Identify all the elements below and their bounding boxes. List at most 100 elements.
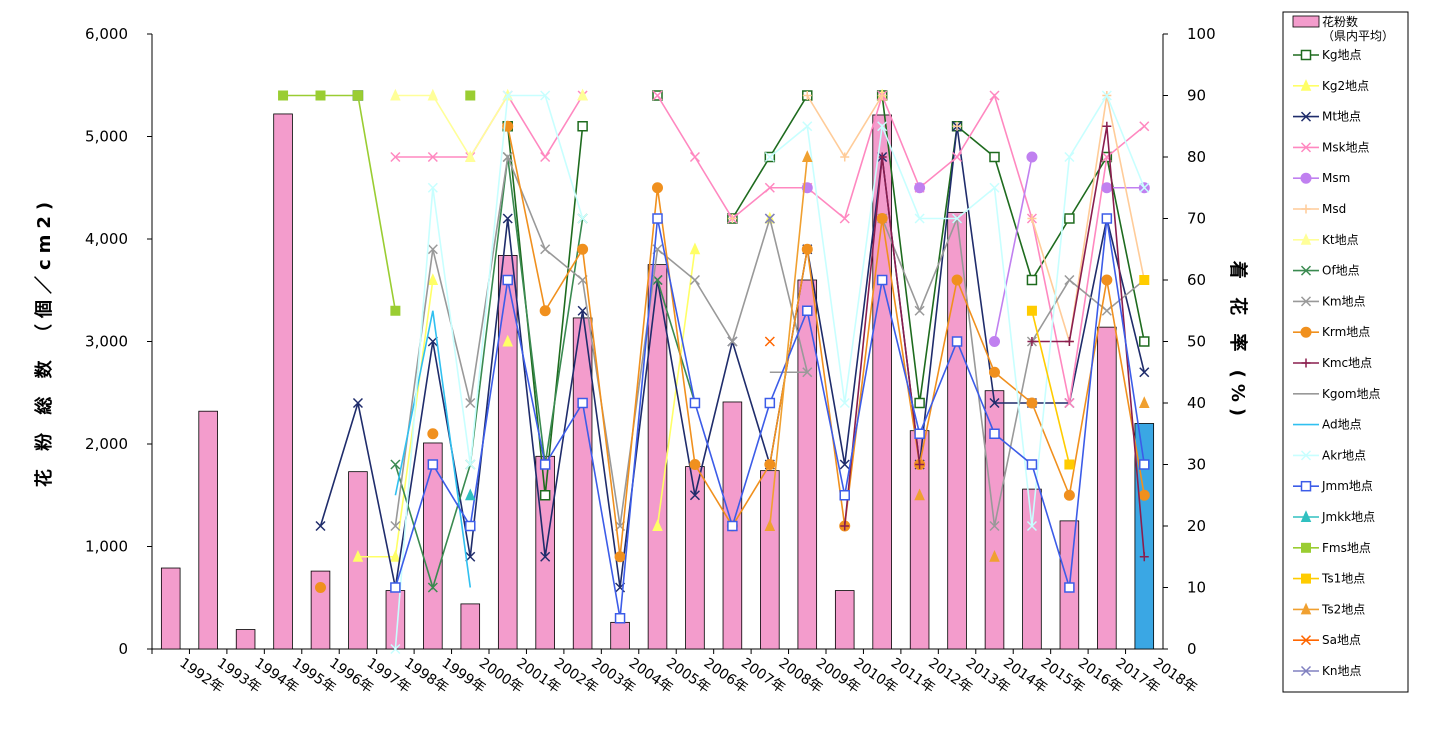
- series-point: [390, 582, 401, 593]
- legend-label: Kg地点: [1322, 48, 1362, 62]
- series-line: [769, 156, 809, 527]
- series-point: [352, 550, 364, 562]
- series-point: [840, 521, 850, 531]
- series-point: [764, 397, 776, 409]
- series-point: [427, 582, 438, 593]
- series-point: [614, 551, 626, 563]
- series-point: [427, 428, 439, 440]
- series-point: [540, 151, 551, 163]
- series-point: [465, 459, 476, 470]
- legend-marker: [1300, 510, 1312, 522]
- right-tick-label: 70: [1187, 210, 1206, 228]
- legend-label: Jmkk地点: [1321, 510, 1375, 524]
- series-point: [877, 121, 888, 132]
- series-point: [1027, 214, 1037, 223]
- series-point: [390, 643, 401, 655]
- series-point: [1139, 367, 1150, 378]
- left-tick-label: 4,000: [85, 230, 128, 248]
- legend-label: Kg2地点: [1322, 79, 1369, 93]
- series-point: [989, 366, 1000, 378]
- series-line: [993, 156, 1033, 342]
- legend-marker: [1301, 542, 1311, 553]
- series-point: [989, 151, 1000, 163]
- right-tick-label: 30: [1187, 456, 1206, 474]
- series-line: [656, 279, 696, 404]
- series-line: [394, 310, 472, 588]
- series-line: [394, 156, 584, 591]
- series-Ts2地点: [764, 150, 1150, 562]
- series-point: [278, 90, 289, 101]
- series-point: [1064, 459, 1075, 470]
- series-point: [1064, 397, 1075, 409]
- bar-2013年: [947, 211, 967, 650]
- series-point: [1101, 90, 1112, 101]
- series-point: [1026, 274, 1038, 286]
- series-point: [914, 182, 926, 194]
- series-point: [802, 91, 812, 100]
- bar-2000年: [460, 603, 481, 650]
- series-point: [1064, 337, 1074, 346]
- bar-2010年: [834, 590, 855, 650]
- legend-marker: [1300, 79, 1312, 91]
- legend-label: Km地点: [1322, 294, 1366, 308]
- legend-marker: [1300, 665, 1312, 677]
- series-point: [390, 151, 401, 163]
- series-line: [283, 94, 397, 311]
- series-point: [502, 334, 513, 347]
- series-point: [689, 151, 700, 163]
- series-point: [989, 397, 1000, 409]
- legend-marker: [1301, 358, 1311, 368]
- series-Akr地点: [390, 90, 1150, 655]
- series-point: [1101, 182, 1113, 194]
- bar-1995年: [273, 113, 293, 650]
- series-point: [577, 88, 588, 101]
- series-point: [877, 91, 887, 100]
- series-point: [839, 490, 850, 501]
- series-point: [764, 519, 776, 531]
- series-point: [502, 151, 513, 163]
- series-point: [839, 213, 850, 224]
- right-tick-label: 60: [1187, 271, 1206, 289]
- series-point: [764, 459, 776, 470]
- series-point: [315, 520, 326, 532]
- series-point: [465, 90, 476, 101]
- right-tick-label: 80: [1187, 148, 1206, 166]
- series-point: [427, 244, 438, 255]
- series-line: [881, 95, 1146, 404]
- legend-label: Msm: [1322, 171, 1350, 185]
- series-point: [390, 550, 401, 562]
- series-point: [1063, 489, 1075, 501]
- series-point: [764, 336, 775, 347]
- series-Msd: [727, 91, 1149, 346]
- series-point: [1064, 582, 1075, 593]
- legend-marker: [1301, 573, 1311, 584]
- left-axis-title: 花 粉 総 数 （個／cm2): [33, 196, 55, 487]
- legend-label: Msd: [1322, 202, 1346, 216]
- series-point: [1139, 336, 1150, 347]
- series-point: [390, 305, 401, 316]
- series-point: [465, 520, 476, 532]
- legend-swatch-bar: [1292, 15, 1320, 28]
- series-point: [1026, 305, 1037, 316]
- legend-marker: [1300, 111, 1312, 122]
- legend-marker: [1300, 296, 1312, 307]
- series-point: [1139, 396, 1150, 408]
- series-point: [952, 213, 963, 224]
- series-point: [577, 305, 588, 316]
- series-point: [427, 182, 438, 193]
- series-point: [1139, 275, 1150, 285]
- legend-label: Kt地点: [1322, 233, 1359, 247]
- legend-marker: [1300, 602, 1312, 615]
- legend-label: Msk地点: [1322, 140, 1370, 154]
- series-point: [989, 90, 1000, 101]
- legend-marker: [1300, 233, 1312, 245]
- bar-1994年: [235, 629, 256, 650]
- series-point: [390, 459, 401, 470]
- legend-label: Akr地点: [1322, 448, 1366, 462]
- series-point: [315, 582, 326, 593]
- series-point: [1139, 552, 1149, 562]
- legend-marker: [1300, 635, 1312, 646]
- legend-label: （県内平均）: [1322, 29, 1394, 43]
- series-point: [1026, 520, 1037, 532]
